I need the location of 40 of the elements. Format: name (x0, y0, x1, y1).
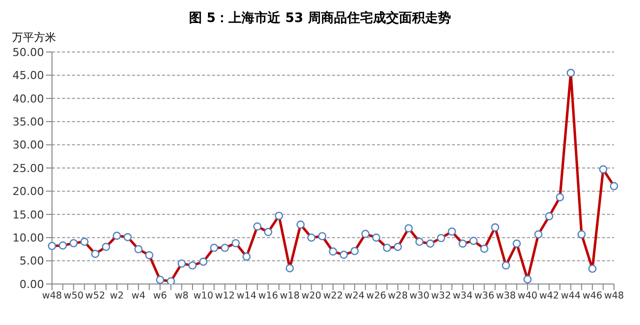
x-tick-label: w20 (301, 290, 322, 302)
x-tick-label: w52 (85, 290, 106, 302)
y-tick-label: 45.00 (12, 69, 44, 82)
x-tick-label: w8 (174, 290, 189, 302)
y-tick-label: 30.00 (12, 138, 44, 152)
y-tick-label: 40.00 (12, 92, 44, 106)
x-tick-label: w2 (110, 290, 124, 302)
x-tick-label: w42 (539, 290, 560, 302)
x-tick-label: w18 (280, 290, 300, 302)
y-tick-label: 10.00 (12, 232, 44, 245)
x-tick-label: w12 (214, 290, 235, 302)
y-tick-label: 0.00 (20, 278, 44, 291)
x-tick-label: w46 (582, 290, 602, 302)
chart-title: 图 5：上海市近 53 周商品住宅成交面积走势 (188, 10, 452, 28)
x-tick-label: w34 (452, 290, 473, 302)
x-tick-label: w22 (323, 290, 343, 302)
x-tick-label: w40 (518, 290, 538, 302)
x-tick-label: w4 (132, 290, 146, 302)
y-tick-label: 15.00 (12, 208, 44, 222)
x-tick-label: w10 (193, 290, 214, 302)
y-tick-label: 5.00 (20, 254, 44, 268)
x-tick-label: w38 (496, 290, 516, 302)
x-tick-label: w6 (153, 290, 167, 302)
x-tick-label: w50 (64, 290, 84, 302)
x-tick-label: w16 (258, 290, 278, 302)
x-tick-label: w24 (344, 290, 365, 302)
x-tick-label: w26 (366, 290, 386, 302)
y-tick-label: 35.00 (12, 116, 44, 129)
y-axis-title: 万平方米 (12, 30, 57, 46)
x-tick-label: w48 (42, 290, 62, 302)
x-tick-label: w30 (410, 290, 430, 302)
x-tick-label: w28 (388, 290, 408, 302)
y-tick-label: 50.00 (12, 46, 44, 59)
x-tick-label: w14 (236, 290, 256, 302)
y-tick-label: 25.00 (12, 162, 44, 175)
x-tick-label: w44 (560, 290, 581, 302)
x-tick-label: w32 (431, 290, 452, 302)
x-tick-label: w48 (604, 290, 624, 302)
x-tick-label: w36 (474, 290, 494, 302)
y-tick-label: 20.00 (12, 185, 44, 198)
